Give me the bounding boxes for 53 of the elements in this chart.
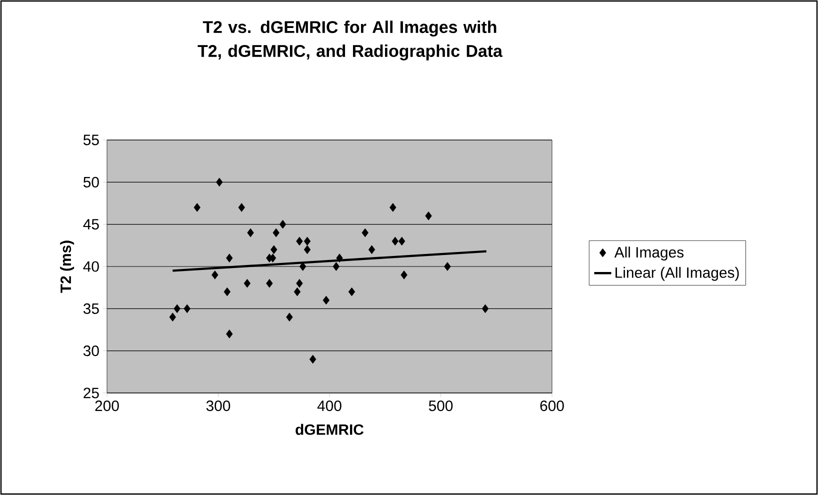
point	[244, 278, 251, 288]
point	[226, 254, 233, 262]
point	[304, 245, 311, 254]
point	[296, 278, 303, 288]
point	[279, 220, 286, 229]
y-tick-label: 40	[83, 261, 99, 272]
point	[194, 203, 200, 212]
point	[425, 211, 432, 220]
point	[216, 178, 223, 187]
point	[309, 354, 316, 364]
point	[304, 236, 311, 246]
point	[272, 228, 280, 238]
point	[322, 296, 330, 305]
y-axis-title: T2 (ms)	[60, 240, 74, 293]
point	[482, 304, 489, 314]
point	[238, 203, 245, 212]
y-tick-label: 55	[83, 134, 99, 146]
point	[348, 287, 356, 296]
point	[174, 304, 180, 314]
point	[169, 312, 176, 322]
point	[390, 203, 396, 212]
x-tick-label: 500	[428, 400, 453, 412]
point	[398, 236, 406, 246]
x-tick-label: 600	[540, 400, 564, 412]
point	[247, 228, 254, 238]
x-tick-label: 300	[206, 400, 230, 412]
y-tick-label: 25	[84, 388, 99, 398]
y-tick-label: 30	[83, 346, 99, 356]
y-tick-label: 35	[83, 303, 99, 314]
legend-label: Linear (All Images)	[616, 266, 739, 281]
x-axis-title: dGEMRIC	[296, 424, 364, 435]
legend-label: All Images	[614, 246, 684, 261]
point	[392, 236, 398, 246]
y-tick-label: 45	[83, 219, 99, 230]
point	[368, 245, 376, 254]
x-tick-label: 400	[317, 400, 342, 412]
point	[224, 287, 231, 296]
point	[294, 287, 301, 296]
point	[332, 262, 340, 271]
point	[184, 304, 190, 314]
point	[212, 270, 218, 280]
point	[266, 278, 273, 288]
x-tick-label: 200	[95, 400, 119, 412]
y-tick-label: 50	[83, 176, 99, 188]
point	[362, 228, 368, 238]
point	[444, 262, 451, 271]
point	[286, 312, 293, 322]
point	[226, 330, 233, 338]
point	[336, 254, 343, 262]
chart-title: T2 vs. dGEMRIC for All Images with T2, dGEMRIC, and Radiographic Data	[198, 20, 503, 60]
point	[400, 270, 408, 280]
point	[270, 245, 278, 254]
point	[296, 236, 303, 246]
